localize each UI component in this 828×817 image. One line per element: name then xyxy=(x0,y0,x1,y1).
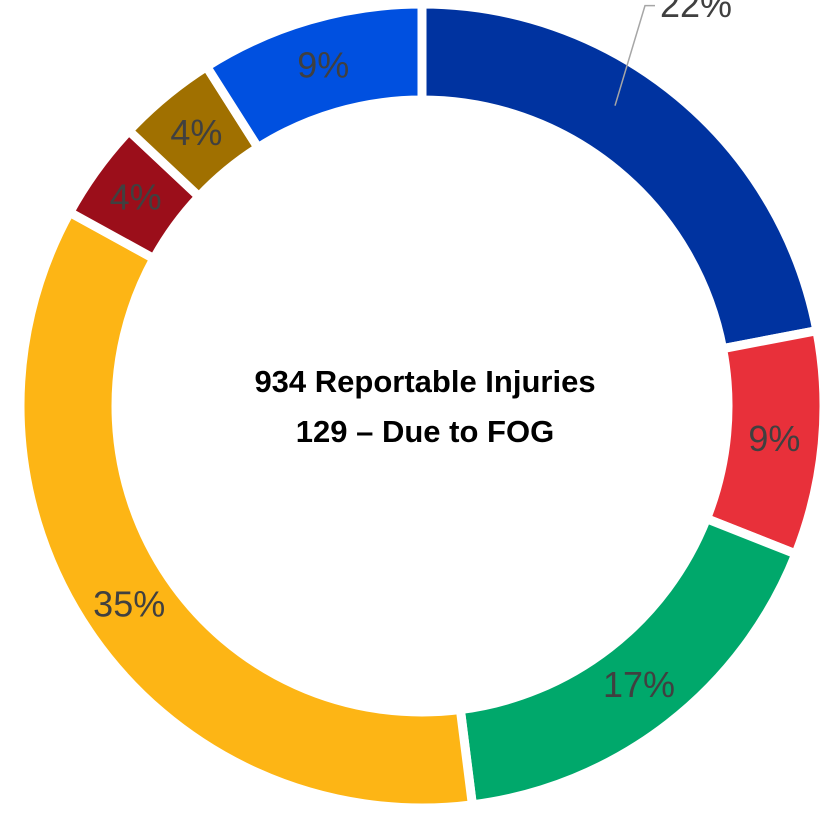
data-label: 17% xyxy=(603,664,675,705)
data-label: 4% xyxy=(110,176,162,217)
donut-segment xyxy=(417,0,823,354)
data-label: 35% xyxy=(93,583,165,624)
leader-line xyxy=(614,4,655,106)
donut-segment xyxy=(200,0,427,154)
donut-segment xyxy=(15,206,478,813)
data-label: 9% xyxy=(748,418,800,459)
center-subtitle: 129 – Due to FOG xyxy=(296,414,554,449)
data-label: 22% xyxy=(660,0,732,25)
center-title: 934 Reportable Injuries xyxy=(254,364,595,399)
data-label: 4% xyxy=(170,112,222,153)
donut-segment xyxy=(455,512,802,810)
data-label: 9% xyxy=(297,45,349,86)
